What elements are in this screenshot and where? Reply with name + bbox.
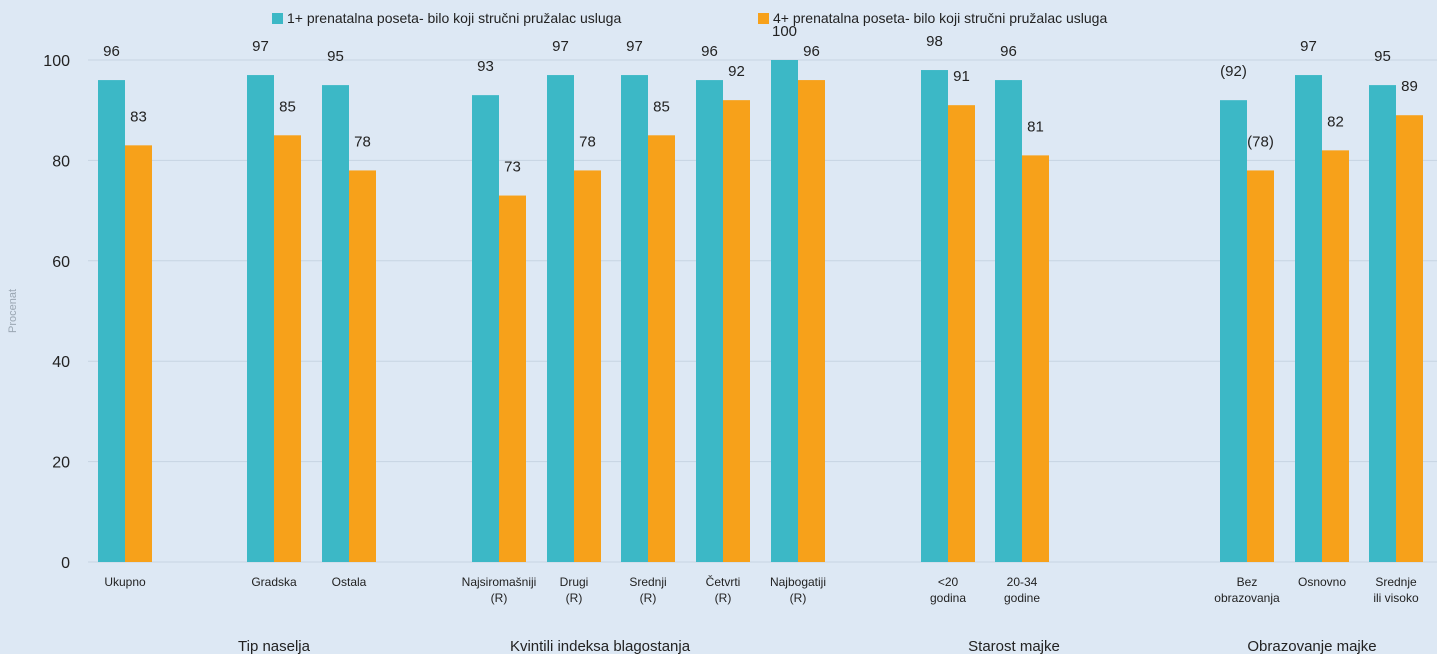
bar [1220, 100, 1247, 562]
data-label: 91 [953, 68, 970, 85]
data-label: 78 [354, 133, 371, 150]
bar [723, 100, 750, 562]
bar [696, 80, 723, 562]
y-axis: 0 20 40 60 80 100 [43, 53, 70, 572]
data-label: 100 [772, 23, 797, 40]
legend-swatch [272, 13, 283, 24]
group-label: Kvintili indeksa blagostanja [510, 638, 691, 654]
category-label: Najsiromašniji (R) [462, 575, 537, 605]
bar [798, 80, 825, 562]
y-tick-label: 80 [52, 153, 70, 170]
bar [921, 70, 948, 562]
group-labels: Tip naselja Kvintili indeksa blagostanja S… [238, 638, 1377, 654]
bar [1369, 85, 1396, 562]
data-label: 97 [552, 38, 569, 55]
data-label: 95 [327, 48, 344, 65]
legend: 1+ prenatalna poseta- bilo koji stručni … [272, 10, 1107, 26]
data-label: 89 [1401, 78, 1418, 95]
data-label: 98 [926, 33, 943, 50]
group-label: Obrazovanje majke [1247, 638, 1376, 654]
category-label: Četvrti (R) [706, 574, 741, 605]
bar [648, 135, 675, 563]
data-label: 93 [477, 58, 494, 75]
data-label: 96 [803, 43, 820, 60]
data-label: 78 [579, 133, 596, 150]
bar [98, 80, 125, 562]
bar [349, 170, 376, 562]
data-label: (92) [1220, 63, 1247, 80]
bar [499, 195, 526, 563]
bar [1295, 75, 1322, 562]
bar [771, 60, 798, 562]
bars: 96 83 97 85 95 78 93 73 97 78 97 85 96 92 100 96 98 91 96 8… [98, 23, 1423, 563]
category-label: Ukupno [104, 575, 146, 589]
bar [274, 135, 301, 563]
bar [472, 95, 499, 562]
data-label: 95 [1374, 48, 1391, 65]
data-label: 82 [1327, 113, 1344, 130]
data-label: (78) [1247, 133, 1274, 150]
gridlines [88, 59, 1437, 563]
group-label: Starost majke [968, 638, 1060, 654]
category-label: <20 godina [930, 575, 966, 605]
bar [621, 75, 648, 562]
data-label: 85 [653, 98, 670, 115]
legend-swatch [758, 13, 769, 24]
data-label: 97 [252, 38, 269, 55]
bar [574, 170, 601, 562]
data-label: 96 [701, 43, 718, 60]
data-label: 97 [1300, 38, 1317, 55]
legend-label: 1+ prenatalna poseta- bilo koji stručni … [287, 10, 621, 26]
bar [125, 145, 152, 562]
y-tick-label: 100 [43, 53, 70, 70]
category-label: Bez obrazovanja [1214, 575, 1280, 605]
bar [948, 105, 975, 563]
y-tick-label: 0 [61, 555, 70, 572]
category-labels: Ukupno Gradska Ostala Najsiromašniji (R) Drug… [104, 574, 1419, 605]
category-label: Srednje ili visoko [1373, 575, 1419, 605]
y-tick-label: 40 [52, 354, 70, 371]
y-tick-label: 20 [52, 455, 70, 472]
bar [1396, 115, 1423, 562]
bar [1022, 155, 1049, 562]
category-label: Osnovno [1298, 575, 1346, 589]
y-axis-label: Procenat [7, 289, 19, 333]
bar [547, 75, 574, 562]
data-label: 73 [504, 159, 521, 176]
bar [1247, 170, 1274, 562]
group-label: Tip naselja [238, 638, 311, 654]
bar [322, 85, 349, 562]
bar [247, 75, 274, 562]
data-label: 83 [130, 108, 147, 125]
category-label: 20-34 godine [1004, 575, 1040, 605]
category-label: Srednji (R) [629, 575, 666, 605]
bar [1322, 150, 1349, 563]
data-label: 81 [1027, 118, 1044, 135]
data-label: 96 [103, 43, 120, 60]
data-label: 92 [728, 63, 745, 80]
legend-label: 4+ prenatalna poseta- bilo koji stručni … [773, 10, 1107, 26]
y-tick-label: 60 [52, 254, 70, 271]
category-label: Najbogatiji (R) [770, 575, 826, 605]
data-label: 85 [279, 98, 296, 115]
category-label: Ostala [332, 575, 367, 589]
category-label: Drugi (R) [560, 575, 589, 605]
bar [995, 80, 1022, 562]
data-label: 97 [626, 38, 643, 55]
category-label: Gradska [251, 575, 297, 589]
data-label: 96 [1000, 43, 1017, 60]
